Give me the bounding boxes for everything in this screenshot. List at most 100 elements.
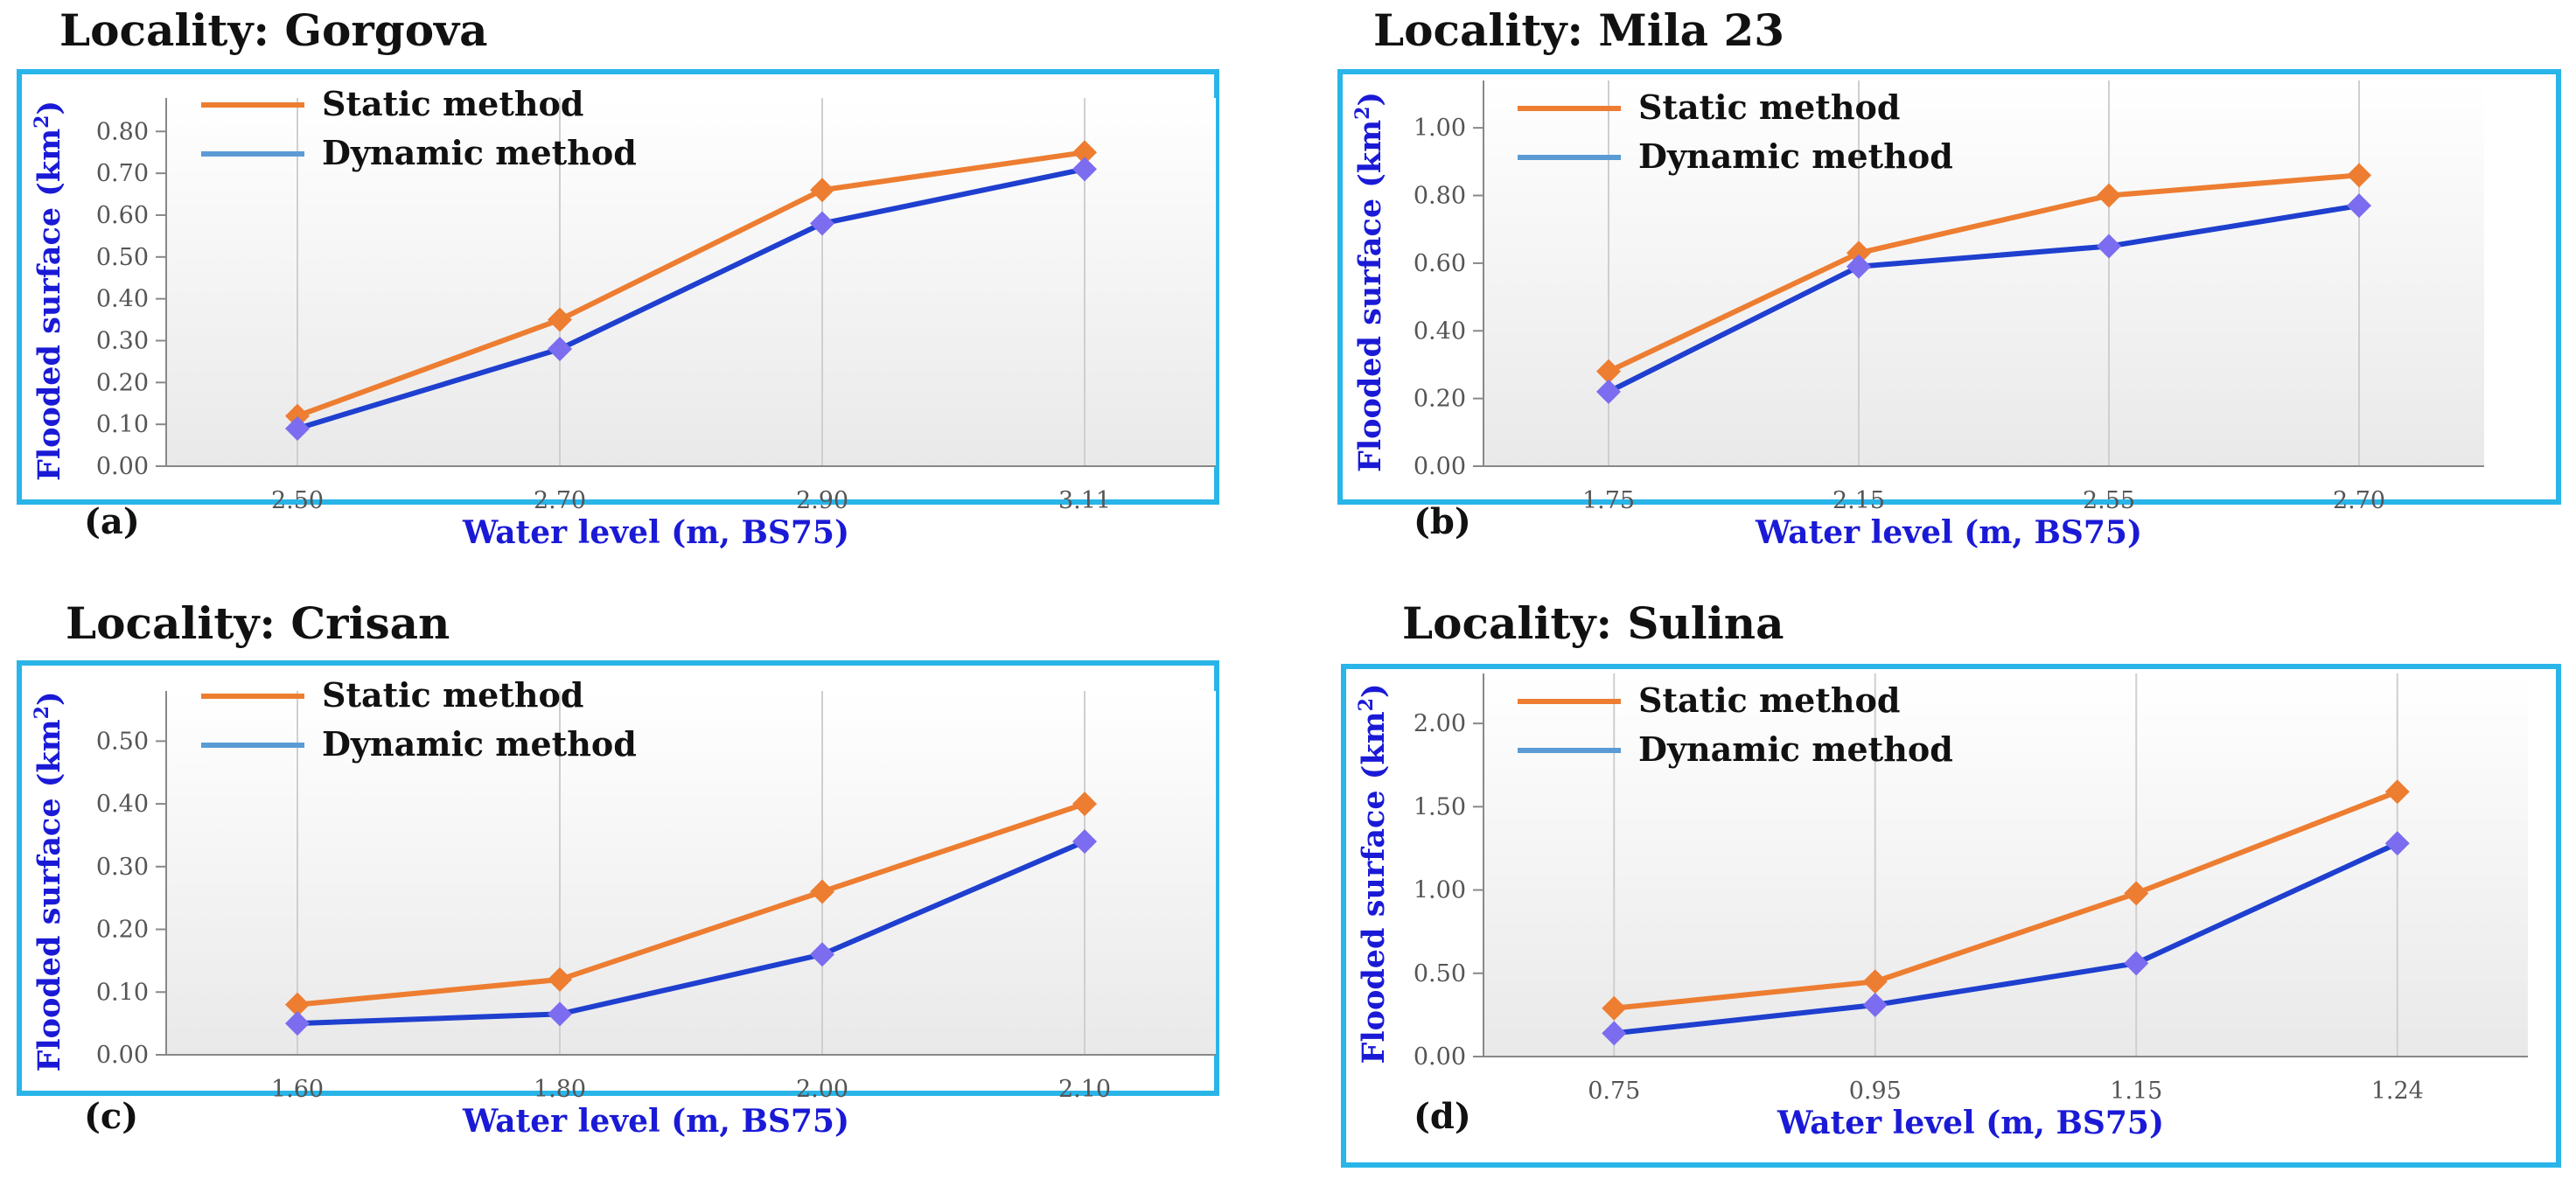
y-tick-label: 0.40 <box>1414 317 1466 345</box>
y-tick-label: 0.60 <box>1414 250 1466 277</box>
y-axis-title: Flooded surface (km2) <box>31 101 67 481</box>
y-axis-title-close: ) <box>31 691 67 706</box>
data-point-static <box>810 178 834 203</box>
series-line-dynamic <box>297 839 1086 1027</box>
x-axis-title: Water level (m, BS75) <box>1755 514 2142 551</box>
y-tick-label: 0.10 <box>96 411 149 438</box>
data-point-static <box>1072 140 1097 165</box>
y-tick-label: 0.30 <box>96 854 149 881</box>
data-point-static <box>1596 359 1621 384</box>
chart-frame <box>17 660 1219 1096</box>
y-tick-label: 0.50 <box>1414 960 1466 987</box>
data-point-dynamic <box>2124 951 2149 976</box>
x-axis-title: Water level (m, BS75) <box>462 1103 849 1140</box>
y-tick-label: 0.40 <box>96 791 149 818</box>
y-axis-title-text: Flooded surface (km <box>31 129 67 481</box>
y-axis-title: Flooded surface (km2) <box>31 691 67 1071</box>
x-tick-label: 1.24 <box>2371 1078 2424 1105</box>
data-point-dynamic <box>548 1001 572 1027</box>
chart-title: Locality: Sulina <box>1402 597 1784 649</box>
data-point-dynamic <box>2347 193 2371 219</box>
y-tick-label: 1.00 <box>1414 115 1466 142</box>
data-point-dynamic <box>1862 992 1888 1017</box>
y-axis-title-superscript: 2 <box>1351 107 1374 120</box>
data-point-dynamic <box>810 211 834 236</box>
data-point-dynamic <box>285 1011 310 1036</box>
y-axis-title-close: ) <box>31 101 67 115</box>
chart-panel-1: Locality: Gorgova 0.00 0.10 0.20 0.30 0.40 0.5… <box>17 4 1219 551</box>
y-tick-label: 1.00 <box>1414 877 1466 904</box>
legend-label-static: Static method <box>322 675 583 715</box>
y-axis-title-superscript: 2 <box>31 115 53 129</box>
legend-label-dynamic: Dynamic method <box>1638 136 1953 176</box>
y-tick-label: 0.20 <box>1414 386 1466 413</box>
x-tick-label: 3.11 <box>1058 487 1111 514</box>
data-point-dynamic <box>2384 831 2410 856</box>
data-point-static <box>2384 779 2410 805</box>
plot-area <box>1483 80 2484 466</box>
x-tick-label: 2.70 <box>2333 487 2385 514</box>
chart-panel-4: Locality: Sulina 0.00 0.50 1.00 1.50 2.00 0.75… <box>1341 597 2561 1168</box>
panel-label: (a) <box>84 501 140 542</box>
x-tick-label: 2.90 <box>796 487 848 514</box>
y-tick-label: 0.80 <box>96 118 149 145</box>
chart-title: Locality: Crisan <box>66 597 450 649</box>
y-tick-label: 0.80 <box>1414 183 1466 210</box>
x-tick-label: 1.60 <box>271 1076 324 1103</box>
y-axis-title: Flooded surface (km2) <box>1355 683 1392 1064</box>
data-point-static <box>1862 969 1888 994</box>
chart-frame <box>17 69 1219 505</box>
chart-frame <box>1341 664 2561 1168</box>
y-tick-label: 0.10 <box>96 979 149 1006</box>
y-tick-label: 0.40 <box>96 286 149 313</box>
y-tick-label: 1.50 <box>1414 793 1466 820</box>
plot-area <box>166 691 1216 1055</box>
legend-label-static: Static method <box>1638 680 1900 720</box>
chart-panel-2: Locality: Mila 23 0.00 0.20 0.40 0.60 0.80 1.0… <box>1337 4 2561 551</box>
x-tick-label: 1.75 <box>1582 487 1635 514</box>
x-axis-title: Water level (m, BS75) <box>462 514 849 551</box>
x-tick-label: 2.50 <box>271 487 324 514</box>
data-point-static <box>285 992 310 1017</box>
legend-label-static: Static method <box>1638 87 1900 127</box>
y-tick-label: 2.00 <box>1414 710 1466 737</box>
y-tick-label: 0.60 <box>96 202 149 229</box>
chart-frame <box>1337 69 2561 505</box>
data-point-dynamic <box>1602 1021 1627 1046</box>
data-point-static <box>1846 241 1871 266</box>
series-line-dynamic <box>1613 841 2399 1036</box>
data-point-static <box>285 403 310 429</box>
data-point-dynamic <box>285 415 310 441</box>
y-tick-label: 0.30 <box>96 327 149 354</box>
data-point-dynamic <box>1072 157 1097 182</box>
y-tick-label: 0.00 <box>96 1042 149 1069</box>
legend-label-dynamic: Dynamic method <box>322 724 637 764</box>
y-tick-label: 0.50 <box>96 728 149 755</box>
chart-panel-3: Locality: Crisan 0.00 0.10 0.20 0.30 0.40 0.50… <box>17 597 1219 1140</box>
legend-label-dynamic: Dynamic method <box>322 133 637 172</box>
data-point-static <box>1072 792 1097 817</box>
panel-label: (c) <box>84 1096 138 1137</box>
data-point-static <box>2124 881 2149 906</box>
series-line-static <box>1613 789 2398 1011</box>
y-axis-title-superscript: 2 <box>31 706 53 719</box>
x-tick-label: 2.55 <box>2083 487 2135 514</box>
y-axis-title-text: Flooded surface (km <box>31 719 67 1071</box>
data-point-static <box>810 879 834 904</box>
y-axis-title-text: Flooded surface (km <box>1356 711 1392 1064</box>
data-point-static <box>548 966 572 992</box>
series-line-dynamic <box>1607 203 2360 394</box>
x-tick-label: 2.00 <box>796 1076 848 1103</box>
y-axis-title-superscript: 2 <box>1355 698 1378 711</box>
data-point-static <box>2097 183 2121 208</box>
data-point-static <box>1602 995 1627 1021</box>
y-axis-title-close: ) <box>1352 92 1388 107</box>
x-tick-label: 0.75 <box>1588 1078 1640 1105</box>
x-tick-label: 0.95 <box>1849 1078 1902 1105</box>
y-tick-label: 0.70 <box>96 160 149 187</box>
legend-label-dynamic: Dynamic method <box>1638 729 1953 769</box>
x-tick-label: 1.80 <box>534 1076 586 1103</box>
y-tick-label: 0.00 <box>1414 453 1466 480</box>
x-tick-label: 2.70 <box>534 487 586 514</box>
